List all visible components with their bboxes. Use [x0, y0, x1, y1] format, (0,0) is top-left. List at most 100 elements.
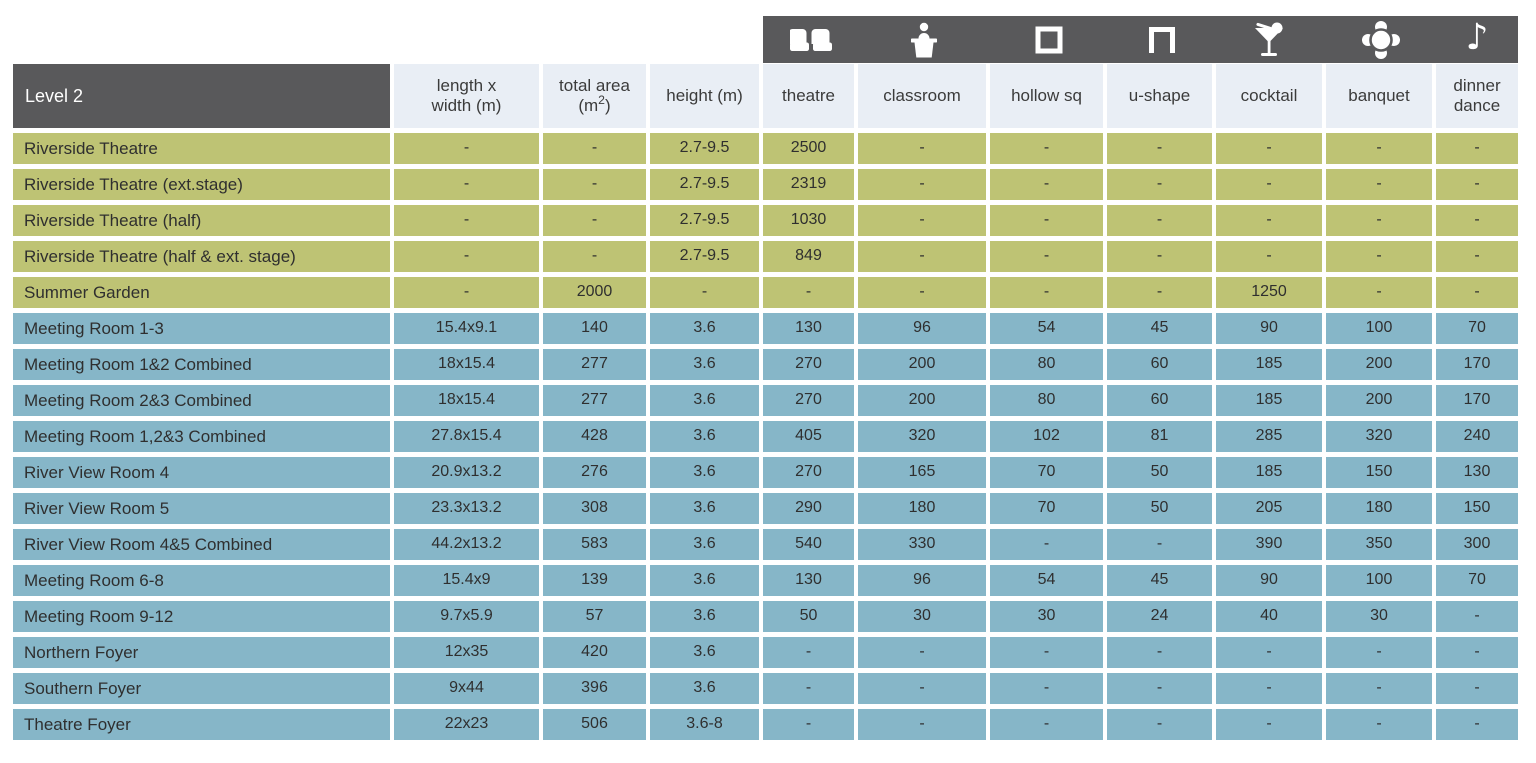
value-cell: - [1436, 709, 1518, 740]
value-cell: 2.7-9.5 [650, 241, 759, 272]
value-cell: 3.6 [650, 493, 759, 524]
value-cell: - [1436, 673, 1518, 704]
room-name-cell: River View Room 4&5 Combined [13, 529, 390, 560]
value-cell: - [858, 241, 986, 272]
col-header-hollow-sq: hollow sq [990, 64, 1103, 128]
value-cell: - [1216, 133, 1322, 164]
value-cell: - [1326, 637, 1432, 668]
value-cell: - [1107, 205, 1212, 236]
room-name-cell: River View Room 5 [13, 493, 390, 524]
value-cell: 428 [543, 421, 646, 452]
value-cell: 2.7-9.5 [650, 169, 759, 200]
value-cell: - [1436, 241, 1518, 272]
value-cell: - [763, 673, 854, 704]
col-header-cocktail: cocktail [1216, 64, 1322, 128]
value-cell: 170 [1436, 349, 1518, 380]
value-cell: 57 [543, 601, 646, 632]
value-cell: 100 [1326, 313, 1432, 344]
value-cell: 277 [543, 349, 646, 380]
value-cell: 320 [858, 421, 986, 452]
value-cell: - [858, 709, 986, 740]
value-cell: - [394, 241, 539, 272]
value-cell: - [1107, 709, 1212, 740]
theatre-seats-icon [763, 16, 858, 63]
room-name-cell: River View Room 4 [13, 457, 390, 488]
value-cell: 12x35 [394, 637, 539, 668]
value-cell: 583 [543, 529, 646, 560]
value-cell: - [858, 205, 986, 236]
value-cell: 300 [1436, 529, 1518, 560]
col-header-total-area: total area (m2) [543, 64, 646, 128]
value-cell: 285 [1216, 421, 1322, 452]
header-line: height (m) [666, 86, 743, 106]
value-cell: 30 [858, 601, 986, 632]
value-cell: - [1216, 241, 1322, 272]
value-cell: 60 [1107, 385, 1212, 416]
value-cell: 90 [1216, 313, 1322, 344]
value-cell: - [1326, 205, 1432, 236]
lectern-speaker-icon [858, 16, 990, 63]
value-cell: 3.6 [650, 637, 759, 668]
value-cell: 276 [543, 457, 646, 488]
value-cell: - [990, 241, 1103, 272]
header-line: banquet [1348, 86, 1410, 106]
value-cell: 44.2x13.2 [394, 529, 539, 560]
value-cell: 9x44 [394, 673, 539, 704]
room-name-cell: Theatre Foyer [13, 709, 390, 740]
room-name-cell: Summer Garden [13, 277, 390, 308]
value-cell: 3.6 [650, 313, 759, 344]
value-cell: 540 [763, 529, 854, 560]
value-cell: 2.7-9.5 [650, 205, 759, 236]
value-cell: 200 [1326, 385, 1432, 416]
header-line: u-shape [1128, 86, 1191, 106]
value-cell: 330 [858, 529, 986, 560]
header-line: cocktail [1240, 86, 1298, 106]
value-cell: - [1107, 529, 1212, 560]
value-cell: 54 [990, 565, 1103, 596]
value-cell: - [1326, 709, 1432, 740]
value-cell: - [394, 277, 539, 308]
header-line: total area [559, 76, 630, 96]
value-cell: 50 [763, 601, 854, 632]
value-cell: 81 [1107, 421, 1212, 452]
value-cell: - [858, 133, 986, 164]
value-cell: 849 [763, 241, 854, 272]
value-cell: 15.4x9.1 [394, 313, 539, 344]
value-cell: 50 [1107, 493, 1212, 524]
value-cell: - [394, 169, 539, 200]
col-header-classroom: classroom [858, 64, 986, 128]
value-cell: 70 [990, 457, 1103, 488]
value-cell: 3.6 [650, 349, 759, 380]
value-cell: 2.7-9.5 [650, 133, 759, 164]
room-name-cell: Riverside Theatre (ext.stage) [13, 169, 390, 200]
value-cell: - [858, 673, 986, 704]
room-name-cell: Meeting Room 9-12 [13, 601, 390, 632]
capacity-table: Level 2 length x width (m) total area (m… [13, 64, 1518, 740]
value-cell: 80 [990, 349, 1103, 380]
level-title: Level 2 [13, 64, 390, 128]
value-cell: 139 [543, 565, 646, 596]
value-cell: - [1107, 673, 1212, 704]
value-cell: 100 [1326, 565, 1432, 596]
value-cell: 130 [763, 565, 854, 596]
value-cell: - [990, 709, 1103, 740]
col-header-banquet: banquet [1326, 64, 1432, 128]
value-cell: - [1216, 637, 1322, 668]
header-line: dinner [1453, 76, 1501, 96]
value-cell: 150 [1326, 457, 1432, 488]
room-name-cell: Meeting Room 1-3 [13, 313, 390, 344]
value-cell: - [1216, 169, 1322, 200]
value-cell: - [1216, 205, 1322, 236]
value-cell: - [543, 133, 646, 164]
value-cell: 1030 [763, 205, 854, 236]
value-cell: - [1436, 277, 1518, 308]
header-line: length x [436, 76, 497, 96]
value-cell: 9.7x5.9 [394, 601, 539, 632]
header-line: (m2) [578, 92, 611, 115]
value-cell: 396 [543, 673, 646, 704]
value-cell: 405 [763, 421, 854, 452]
value-cell: 70 [990, 493, 1103, 524]
value-cell: 3.6 [650, 565, 759, 596]
value-cell: - [990, 673, 1103, 704]
value-cell: - [394, 205, 539, 236]
